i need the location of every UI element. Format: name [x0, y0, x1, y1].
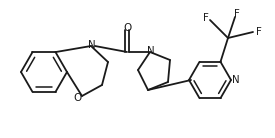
- Text: O: O: [73, 93, 81, 103]
- Text: O: O: [123, 23, 131, 33]
- Text: N: N: [147, 46, 155, 56]
- Text: F: F: [256, 27, 262, 37]
- Text: F: F: [234, 9, 240, 19]
- Text: N: N: [232, 75, 240, 85]
- Text: N: N: [88, 40, 96, 50]
- Text: F: F: [203, 13, 209, 23]
